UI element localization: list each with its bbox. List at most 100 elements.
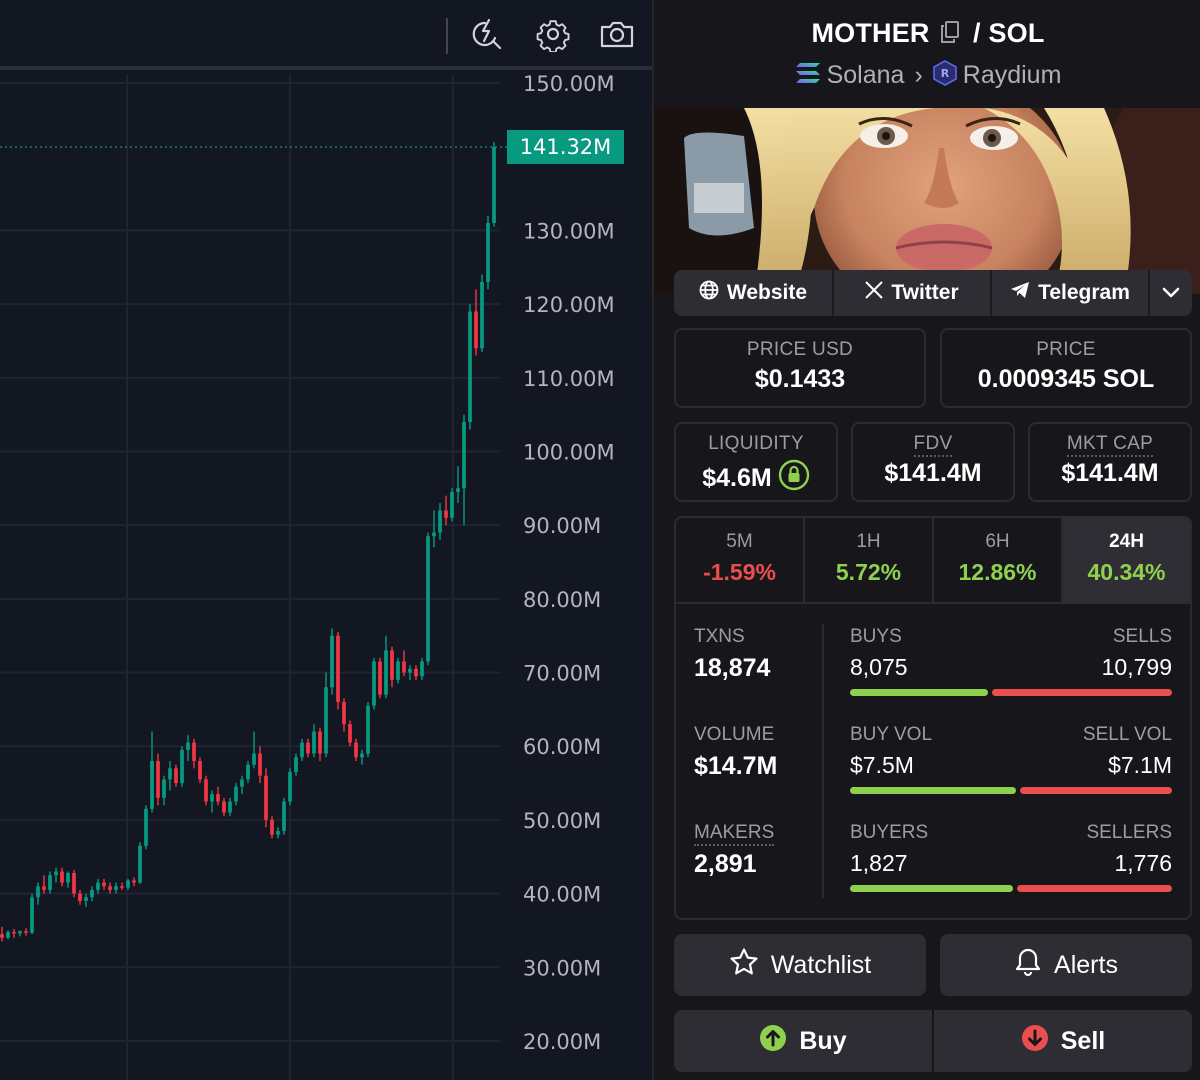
candle[interactable] <box>492 141 496 227</box>
candle[interactable] <box>408 665 412 680</box>
candle[interactable] <box>330 628 334 695</box>
market-cap-label[interactable]: MKT CAP <box>1066 433 1154 457</box>
candle[interactable] <box>24 928 28 936</box>
indicators-lightning-icon[interactable] <box>466 14 506 54</box>
lock-icon[interactable] <box>778 459 810 498</box>
tab-5m[interactable]: 5M -1.59% <box>676 518 805 602</box>
candle[interactable] <box>126 878 130 890</box>
tab-6h[interactable]: 6H 12.86% <box>934 518 1063 602</box>
candle[interactable] <box>6 930 10 940</box>
candle[interactable] <box>198 757 202 784</box>
price-chart-pane[interactable]: 150.00M 130.00M 120.00M 110.00M 100.00M 90.00… <box>0 0 652 1080</box>
candle[interactable] <box>258 746 262 784</box>
candle[interactable] <box>186 735 190 761</box>
candle[interactable] <box>240 775 244 795</box>
dex-name[interactable]: Raydium <box>962 61 1062 90</box>
candle[interactable] <box>60 867 64 887</box>
candle[interactable] <box>312 724 316 758</box>
candle[interactable] <box>102 878 106 890</box>
candle[interactable] <box>114 882 118 894</box>
candle[interactable] <box>378 657 382 699</box>
candle[interactable] <box>246 760 250 784</box>
candle[interactable] <box>348 720 352 747</box>
candle[interactable] <box>414 665 418 680</box>
candle[interactable] <box>192 738 196 769</box>
candle[interactable] <box>78 889 82 905</box>
candle[interactable] <box>0 926 4 942</box>
copy-icon[interactable] <box>941 19 960 50</box>
candle[interactable] <box>174 764 178 787</box>
candle[interactable] <box>132 877 136 887</box>
candle[interactable] <box>120 882 124 890</box>
candle[interactable] <box>282 797 286 835</box>
candle[interactable] <box>288 768 292 806</box>
candle[interactable] <box>42 875 46 894</box>
candle[interactable] <box>468 304 472 430</box>
candle[interactable] <box>474 289 478 356</box>
makers-label[interactable]: MAKERS <box>694 822 775 846</box>
candle[interactable] <box>420 657 424 680</box>
alerts-button[interactable]: Alerts <box>940 934 1192 996</box>
candle[interactable] <box>450 488 454 522</box>
candle[interactable] <box>90 886 94 901</box>
candle[interactable] <box>342 698 346 732</box>
chain-name[interactable]: Solana <box>826 61 905 90</box>
candle[interactable] <box>384 635 388 699</box>
candle[interactable] <box>354 738 358 761</box>
candle[interactable] <box>276 827 280 839</box>
candle[interactable] <box>324 672 328 758</box>
watchlist-button[interactable]: Watchlist <box>674 934 926 996</box>
candle[interactable] <box>162 775 166 806</box>
candle[interactable] <box>372 657 376 710</box>
candle[interactable] <box>30 893 34 935</box>
buy-button[interactable]: Buy <box>674 1010 932 1072</box>
candle[interactable] <box>18 930 22 937</box>
candle[interactable] <box>96 878 100 894</box>
candle[interactable] <box>306 738 310 758</box>
candle[interactable] <box>318 727 322 761</box>
candle[interactable] <box>480 274 484 352</box>
candle[interactable] <box>84 893 88 907</box>
candle[interactable] <box>390 646 394 688</box>
tab-24h[interactable]: 24H 40.34% <box>1063 518 1190 602</box>
candle[interactable] <box>210 790 214 813</box>
candle[interactable] <box>222 797 226 817</box>
candle[interactable] <box>252 731 256 769</box>
candle[interactable] <box>156 753 160 806</box>
candle[interactable] <box>234 783 238 806</box>
candle[interactable] <box>366 702 370 758</box>
candle[interactable] <box>426 532 430 666</box>
candle[interactable] <box>12 928 16 938</box>
telegram-link-button[interactable]: Telegram <box>992 270 1150 316</box>
candle[interactable] <box>228 797 232 817</box>
candle[interactable] <box>48 871 52 894</box>
candle[interactable] <box>168 760 172 791</box>
candle[interactable] <box>150 731 154 813</box>
candle[interactable] <box>444 495 448 526</box>
candle[interactable] <box>138 842 142 885</box>
candle[interactable] <box>36 882 40 905</box>
candle[interactable] <box>54 867 58 883</box>
more-links-dropdown[interactable] <box>1150 270 1192 316</box>
candle[interactable] <box>108 882 112 894</box>
candle[interactable] <box>270 816 274 839</box>
sell-button[interactable]: Sell <box>934 1010 1192 1072</box>
candle[interactable] <box>144 805 148 850</box>
candle[interactable] <box>204 775 208 806</box>
candle[interactable] <box>300 738 304 761</box>
candle[interactable] <box>294 753 298 776</box>
candle[interactable] <box>336 632 340 710</box>
candle[interactable] <box>432 510 436 548</box>
candle[interactable] <box>180 746 184 787</box>
candle[interactable] <box>486 215 490 290</box>
settings-gear-icon[interactable] <box>533 14 573 54</box>
candle[interactable] <box>462 414 466 526</box>
candlestick-chart[interactable]: 150.00M 130.00M 120.00M 110.00M 100.00M 90.00… <box>0 74 652 1080</box>
twitter-link-button[interactable]: Twitter <box>834 270 992 316</box>
candle[interactable] <box>360 749 364 765</box>
candle[interactable] <box>66 871 70 888</box>
candle[interactable] <box>402 650 406 677</box>
tab-1h[interactable]: 1H 5.72% <box>805 518 934 602</box>
fdv-label[interactable]: FDV <box>913 433 953 457</box>
candle[interactable] <box>438 503 442 540</box>
